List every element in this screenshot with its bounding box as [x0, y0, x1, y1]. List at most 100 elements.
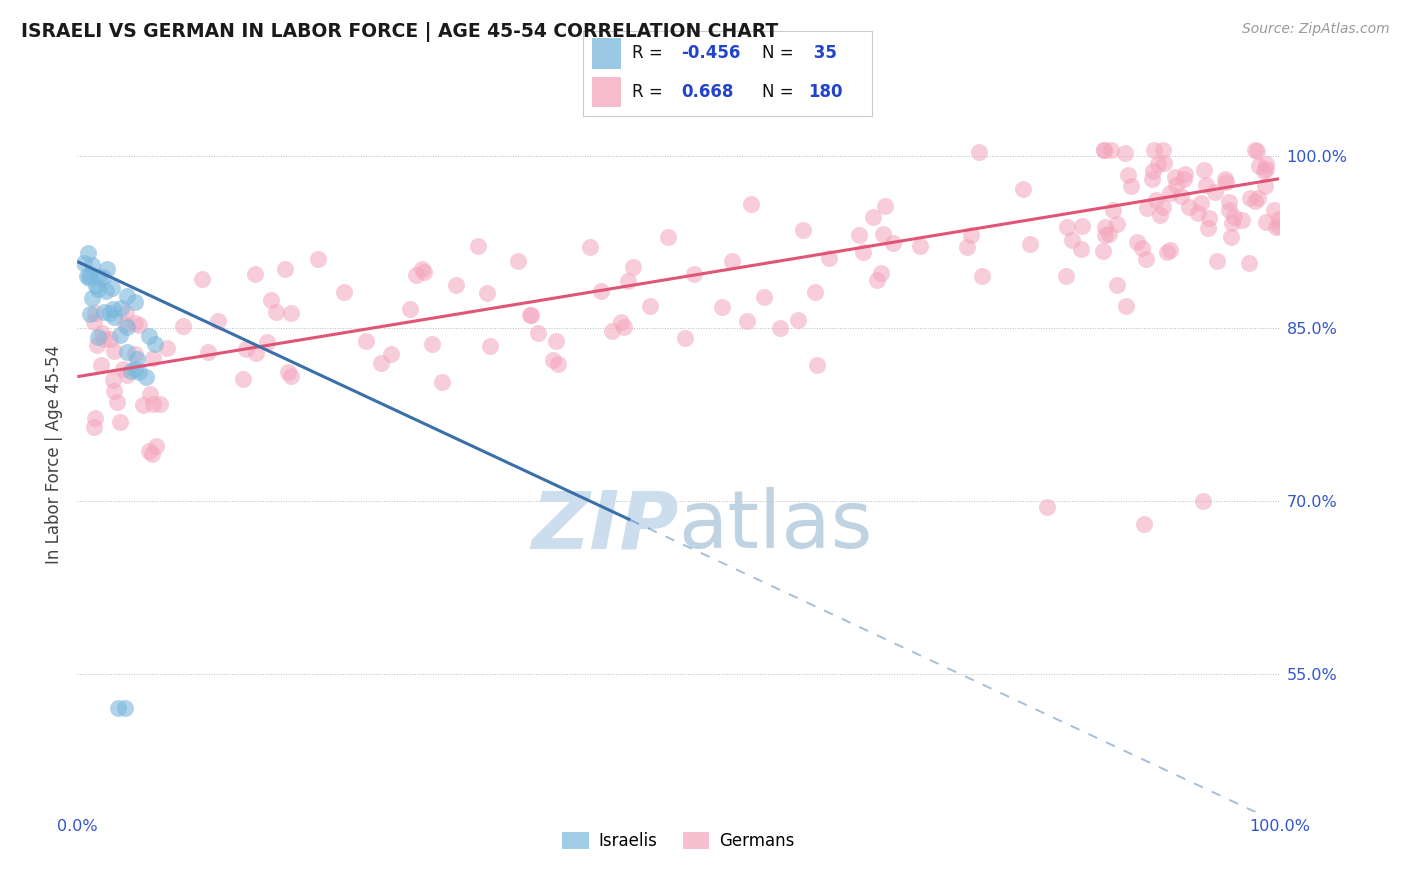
Point: [1187, 206, 1209, 220]
Point: [114, 701, 136, 715]
Point: [1099, 143, 1122, 157]
Point: [673, 331, 696, 345]
Point: [1218, 203, 1240, 218]
Point: [444, 278, 467, 293]
Point: [76, 269, 98, 284]
Point: [1192, 494, 1215, 508]
Point: [475, 285, 498, 300]
Point: [740, 197, 762, 211]
Point: [83, 411, 105, 425]
Point: [848, 227, 870, 242]
Point: [77, 245, 100, 260]
Point: [142, 396, 165, 410]
Point: [1092, 143, 1115, 157]
Point: [1156, 244, 1178, 259]
Point: [264, 305, 287, 319]
Point: [1204, 185, 1226, 199]
Point: [108, 328, 131, 343]
Point: [1218, 194, 1240, 209]
Point: [1215, 172, 1237, 186]
Point: [135, 370, 157, 384]
Point: [191, 272, 214, 286]
Point: [90, 359, 112, 373]
Point: [752, 290, 775, 304]
Point: [307, 252, 329, 266]
Point: [142, 351, 165, 365]
Point: [1220, 230, 1243, 244]
Point: [721, 254, 744, 268]
Point: [1011, 181, 1033, 195]
Point: [1071, 219, 1094, 233]
Text: R =: R =: [633, 45, 668, 62]
Point: [235, 342, 257, 356]
Point: [101, 301, 124, 316]
Point: [86, 338, 108, 352]
Point: [103, 384, 125, 398]
Point: [970, 269, 993, 284]
Point: [1070, 242, 1092, 256]
Point: [1142, 172, 1164, 186]
Point: [865, 272, 887, 286]
Point: [93, 332, 115, 346]
Point: [413, 265, 436, 279]
Point: [132, 398, 155, 412]
Point: [1035, 500, 1057, 514]
Point: [1192, 162, 1215, 177]
Point: [79, 268, 101, 283]
Point: [143, 336, 166, 351]
Point: [882, 236, 904, 251]
Point: [578, 240, 600, 254]
Text: -0.456: -0.456: [682, 45, 741, 62]
Point: [1092, 143, 1115, 157]
Point: [544, 334, 567, 348]
Point: [96, 261, 118, 276]
Point: [1267, 212, 1289, 227]
Point: [356, 334, 378, 348]
Text: 180: 180: [808, 83, 842, 101]
Point: [1223, 210, 1246, 224]
Point: [112, 361, 135, 376]
Point: [1256, 162, 1278, 177]
Text: ZIP: ZIP: [531, 487, 679, 566]
Point: [1253, 164, 1275, 178]
Point: [547, 357, 569, 371]
Point: [1264, 219, 1286, 234]
Point: [956, 240, 979, 254]
Point: [1143, 143, 1166, 157]
Bar: [592, 77, 621, 108]
Point: [1094, 227, 1116, 242]
Point: [623, 260, 645, 275]
Point: [405, 268, 427, 282]
Point: [1247, 159, 1270, 173]
Point: [792, 223, 814, 237]
Point: [1056, 220, 1078, 235]
Point: [370, 356, 392, 370]
Point: [1152, 143, 1174, 157]
Point: [1197, 220, 1219, 235]
Point: [609, 315, 631, 329]
Point: [1244, 194, 1267, 208]
Text: N =: N =: [762, 83, 799, 101]
Point: [613, 319, 636, 334]
Point: [138, 387, 160, 401]
Point: [98, 305, 121, 319]
Point: [124, 362, 146, 376]
Point: [1126, 235, 1149, 249]
Point: [787, 313, 810, 327]
Point: [1178, 200, 1201, 214]
Point: [96, 284, 118, 298]
Point: [1119, 178, 1142, 193]
Point: [683, 267, 706, 281]
Point: [1060, 233, 1083, 247]
Point: [83, 315, 105, 329]
Point: [1173, 171, 1195, 186]
Point: [862, 210, 884, 224]
Point: [138, 328, 160, 343]
Point: [274, 261, 297, 276]
Point: [333, 285, 356, 300]
Point: [1135, 252, 1157, 266]
Point: [207, 313, 229, 327]
Point: [520, 309, 543, 323]
Point: [77, 270, 100, 285]
Point: [1215, 175, 1237, 189]
